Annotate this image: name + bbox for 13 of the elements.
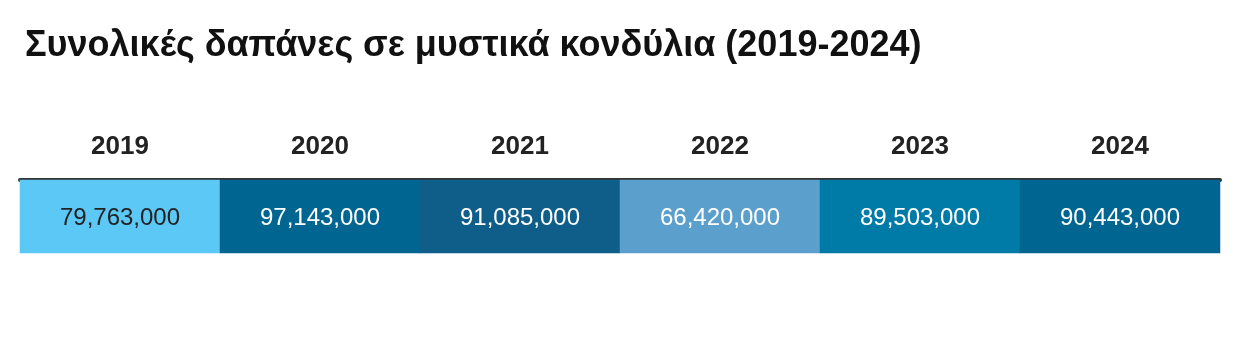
x-tick-label: 2020 [291,130,349,160]
x-tick-label: 2019 [91,130,149,160]
x-tick-label: 2024 [1091,130,1150,160]
x-tick-label: 2023 [891,130,949,160]
data-label: 79,763,000 [59,203,181,230]
data-label: 89,503,000 [859,203,981,230]
data-label: 66,420,000 [659,203,781,230]
chart-title: Συνολικές δαπάνες σε μυστικά κονδύλια (2019-2024) [25,22,922,64]
data-label: 97,143,000 [259,203,381,230]
x-tick-label: 2021 [491,130,549,160]
data-label: 91,085,000 [459,203,581,230]
x-tick-label: 2022 [691,130,749,160]
data-label: 90,443,000 [1059,203,1181,230]
